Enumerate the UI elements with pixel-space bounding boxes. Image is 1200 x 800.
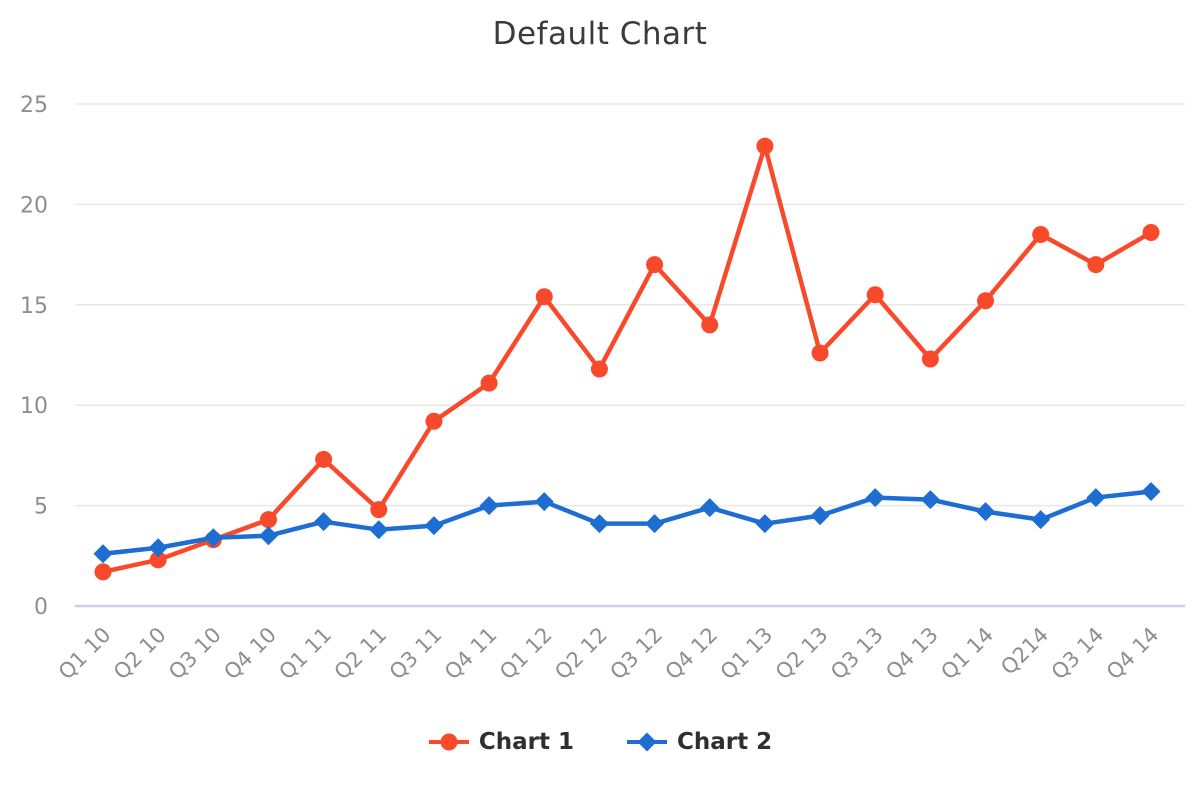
data-point-chart-1 — [1032, 226, 1050, 244]
x-axis-tick-label: Q4 14 — [1102, 623, 1164, 685]
data-point-chart-1 — [480, 374, 498, 392]
data-point-chart-2 — [258, 526, 278, 546]
data-point-chart-2 — [203, 528, 223, 548]
x-axis-tick-label: Q1 12 — [495, 623, 557, 685]
x-axis-tick-label: Q4 11 — [440, 623, 502, 685]
y-axis-tick-label: 10 — [20, 394, 48, 419]
data-point-chart-2 — [479, 496, 499, 516]
data-point-chart-2 — [534, 492, 554, 512]
data-point-chart-1 — [315, 450, 333, 468]
y-axis-tick-label: 5 — [34, 495, 48, 520]
data-point-chart-1 — [921, 350, 939, 368]
legend-item-chart-1[interactable]: Chart 1 — [428, 729, 574, 755]
data-point-chart-2 — [976, 502, 996, 522]
data-point-chart-2 — [369, 520, 389, 540]
data-point-chart-2 — [1031, 510, 1051, 530]
chart-title: Default Chart — [492, 16, 708, 52]
x-axis-tick-label: Q3 12 — [605, 623, 667, 685]
data-point-chart-2 — [1141, 482, 1161, 502]
data-point-chart-2 — [314, 512, 334, 532]
data-point-chart-1 — [977, 292, 995, 310]
data-point-chart-2 — [93, 544, 113, 564]
data-point-chart-1 — [370, 501, 388, 519]
x-axis-tick-label: Q4 13 — [881, 623, 943, 685]
data-point-chart-2 — [755, 514, 775, 534]
x-axis-tick-label: Q2 12 — [550, 623, 612, 685]
data-point-chart-1 — [259, 511, 277, 529]
x-axis-tick-label: Q4 12 — [661, 623, 723, 685]
x-axis-tick-label: Q4 10 — [219, 623, 281, 685]
data-point-chart-2 — [148, 538, 168, 558]
y-axis-tick-label: 25 — [20, 93, 48, 118]
data-point-chart-2 — [424, 516, 444, 536]
data-point-chart-1 — [646, 256, 664, 274]
x-axis-tick-label: Q1 10 — [54, 623, 116, 685]
legend-label-chart-2: Chart 2 — [677, 729, 773, 755]
x-axis-tick-label: Q3 14 — [1047, 623, 1109, 685]
series1-circle-marker-icon — [428, 733, 469, 751]
y-axis-tick-label: 0 — [34, 595, 48, 620]
data-point-chart-2 — [645, 514, 665, 534]
series2-diamond-marker-icon — [627, 732, 667, 752]
legend: Chart 1 Chart 2 — [0, 720, 1200, 764]
data-point-chart-1 — [535, 288, 553, 306]
data-point-chart-1 — [590, 360, 608, 378]
x-axis-tick-label: Q1 14 — [936, 623, 998, 685]
data-point-chart-1 — [425, 412, 443, 430]
data-point-chart-1 — [701, 316, 719, 334]
x-axis-tick-label: Q1 13 — [716, 623, 778, 685]
data-point-chart-2 — [1086, 488, 1106, 508]
data-point-chart-1 — [1087, 256, 1105, 274]
x-axis-tick-label: Q214 — [996, 623, 1053, 680]
legend-label-chart-1: Chart 1 — [478, 729, 574, 755]
x-axis-tick-label: Q3 10 — [164, 623, 226, 685]
data-point-chart-1 — [866, 286, 884, 304]
x-axis-tick-label: Q2 13 — [771, 623, 833, 685]
x-axis-tick-label: Q3 13 — [826, 623, 888, 685]
y-axis-tick-label: 15 — [20, 294, 48, 319]
series-line-chart-2 — [100, 489, 1154, 557]
x-axis-tick-label: Q3 11 — [385, 623, 447, 685]
x-axis-tick-label: Q2 11 — [330, 623, 392, 685]
series-line-chart-1 — [100, 143, 1154, 575]
data-point-chart-1 — [811, 344, 829, 362]
x-axis-tick-label: Q1 11 — [274, 623, 336, 685]
x-axis-tick-label: Q2 10 — [109, 623, 171, 685]
data-point-chart-2 — [920, 490, 940, 510]
data-point-chart-1 — [756, 137, 774, 155]
data-point-chart-2 — [700, 498, 720, 518]
legend-item-chart-2[interactable]: Chart 2 — [626, 729, 772, 755]
data-point-chart-2 — [865, 488, 885, 508]
data-point-chart-2 — [810, 506, 830, 526]
data-point-chart-1 — [149, 551, 167, 569]
y-axis-tick-label: 20 — [20, 193, 48, 218]
data-point-chart-2 — [589, 514, 609, 534]
data-point-chart-1 — [94, 563, 112, 581]
data-point-chart-1 — [1142, 224, 1160, 242]
